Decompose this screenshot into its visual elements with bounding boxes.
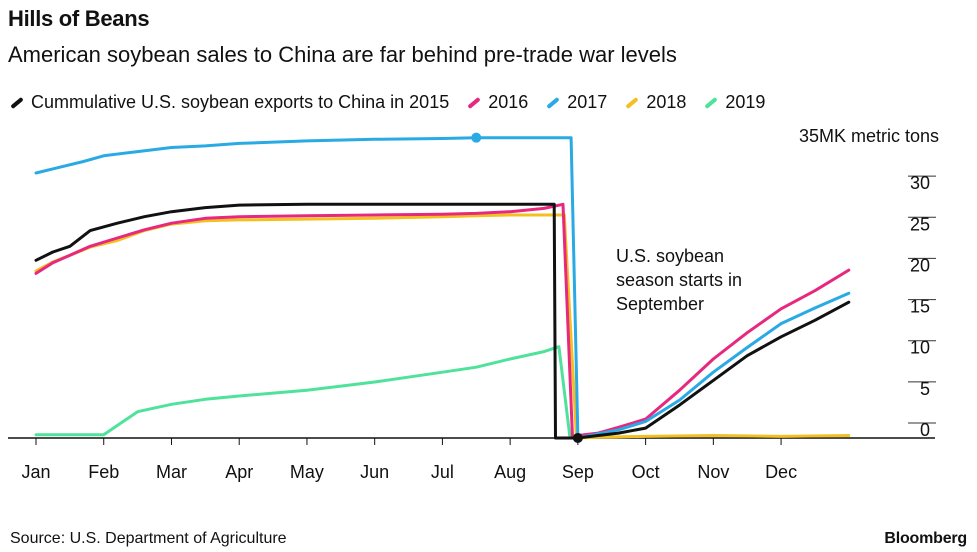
legend-item-2017: 2017	[546, 92, 607, 113]
x-tick-label: Nov	[697, 462, 729, 482]
x-tick-label: Aug	[494, 462, 526, 482]
series-marker-2017	[471, 132, 482, 143]
legend-label-2016: 2016	[488, 92, 529, 112]
annotation-line: September	[616, 294, 704, 314]
legend-label-2018: 2018	[646, 92, 687, 112]
series-line-2018	[34, 213, 851, 440]
legend-label-2015: Cummulative U.S. soybean exports to Chin…	[31, 92, 450, 112]
chart-title: Hills of Beans	[8, 6, 150, 31]
series-line-2019	[34, 345, 580, 437]
x-tick-label: Jul	[431, 462, 454, 482]
legend-label-2017: 2017	[567, 92, 608, 112]
annotation-line: U.S. soybean	[616, 246, 724, 266]
y-tick-label: 20	[910, 255, 930, 275]
chart-subtitle: American soybean sales to China are far …	[8, 42, 677, 67]
x-tick-label: Jan	[21, 462, 50, 482]
x-tick-label: Feb	[88, 462, 119, 482]
x-tick-label: Mar	[156, 462, 187, 482]
x-tick-label: Jun	[360, 462, 389, 482]
source-note: Source: U.S. Department of Agriculture	[10, 530, 287, 547]
annotation-line: season starts in	[616, 270, 742, 290]
y-tick-label: 0	[920, 420, 930, 440]
y-tick-label: 10	[910, 338, 930, 358]
legend-item-2018: 2018	[625, 92, 686, 113]
y-tick-label: 25	[910, 214, 930, 234]
series-line-2016	[34, 202, 851, 440]
y-axis-unit-label: 35MK metric tons	[798, 126, 939, 146]
legend-item-2015: Cummulative U.S. soybean exports to Chin…	[10, 92, 449, 113]
series-line-2017	[34, 136, 851, 440]
y-tick-label: 30	[910, 173, 930, 193]
y-tick-label: 5	[920, 379, 930, 399]
y-tick-label: 15	[910, 297, 930, 317]
x-tick-label: Sep	[562, 462, 594, 482]
x-tick-label: May	[290, 462, 324, 482]
legend-label-2019: 2019	[725, 92, 766, 112]
x-tick-label: Oct	[632, 462, 660, 482]
series-marker-2015	[572, 433, 583, 443]
bloomberg-logo: Bloomberg	[884, 530, 967, 547]
legend-item-2016: 2016	[467, 92, 528, 113]
x-tick-label: Dec	[765, 462, 797, 482]
legend-item-2019: 2019	[704, 92, 765, 113]
chart-legend: Cummulative U.S. soybean exports to Chin…	[10, 92, 783, 113]
x-tick-label: Apr	[225, 462, 253, 482]
series-line-cummulative-u-s-soybean-exports-to-china-in-2015	[34, 202, 851, 440]
